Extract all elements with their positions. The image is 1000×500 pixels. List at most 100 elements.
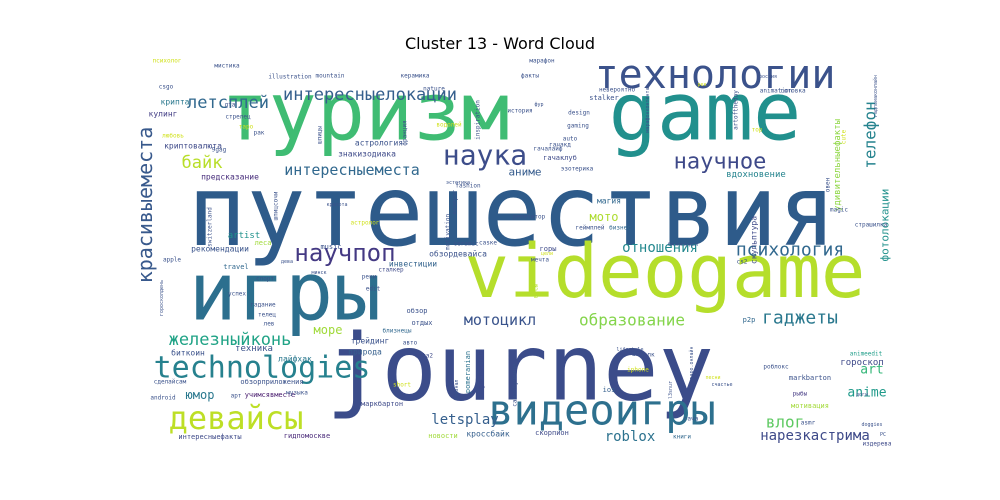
word-155: гадпоиаконлайн [873,75,879,117]
word-171: РС [880,432,886,438]
word-158: овен [825,177,832,192]
word-156: россия [759,74,777,80]
word-88: реки [362,274,377,281]
word-145: inspiration [475,100,482,140]
word-126: факты [521,73,539,80]
word-103: music [320,243,341,251]
word-50: скульптура [750,216,759,264]
word-157: тор [752,127,763,134]
word-114: арт [231,393,242,400]
chart-title: Cluster 13 - Word Cloud [404,34,596,53]
word-58: биткоин [171,348,205,358]
word-23: мотоцикл [464,311,536,329]
word-32: art [860,363,883,378]
word-40: гороскоп [840,358,883,368]
word-84: близнецы [383,328,412,335]
word-173: цели [541,251,553,257]
word-146: невероятно [599,87,636,94]
word-56: трейдинг [351,337,390,346]
word-136: gta [225,102,236,109]
word-11: девайсы [169,399,304,437]
word-108: гадание [250,302,276,309]
word-15: научное [674,150,767,175]
word-110: лев [264,321,275,328]
word-65: новости [428,432,458,440]
word-163: атызнал [454,379,460,400]
word-131: франция [402,120,409,145]
word-148: марафон [529,58,555,65]
word-138: шпицсочи [273,191,280,220]
word-115: музыка [286,390,308,397]
word-141: любовь [162,133,184,140]
word-59: обзорприложения [240,378,303,386]
word-93: бизнес [609,225,631,232]
word-170: фур [534,102,543,108]
word-123: gaming [567,123,589,130]
word-78: iphone [627,367,649,374]
word-127: керамика [401,73,430,80]
word-85: отдых [411,319,432,327]
word-80: пк [647,352,655,359]
word-121: история [507,108,532,115]
word-20: гаджеты [762,308,838,329]
word-36: море [314,323,343,337]
word-45: астрология [355,139,403,148]
word-38: удивительныефакты [833,119,843,211]
word-160: doggies [861,422,882,428]
word-113: android [150,395,176,402]
word-162: l3snur [668,381,674,399]
word-13: красивыеместа [133,127,157,284]
word-60: учимсявместе [245,391,296,399]
word-144: водолей [436,122,462,129]
word-71: asmr [801,420,816,427]
word-124: design [568,110,590,117]
word-22: влог [766,413,805,432]
word-72: animeedit [850,351,883,358]
word-95: гачакд [549,142,571,149]
word-167: счастье [711,382,732,388]
word-112: сделайсам [154,379,187,386]
word-99: репетитор [513,214,546,221]
word-116: short [393,382,411,389]
word-106: apple [163,257,181,264]
word-96: гачаклуб [543,154,577,162]
word-177: бизнесидеи [668,241,698,248]
word-82: dota2 [415,353,433,360]
word-18: железныйконь [169,330,292,350]
word-7: технологии [595,52,836,98]
word-42: рекомендации [191,245,249,254]
word-16: интересныелокации [283,85,457,105]
word-54: магия [597,197,621,206]
word-30: roblox [605,429,656,445]
word-133: мистика [214,63,240,70]
word-168: красота [326,202,347,208]
word-91: весы [533,283,540,298]
word-33: мото [590,210,619,224]
word-12: наука [443,139,527,172]
word-119: козерог [452,189,459,214]
word-140: таро [239,124,254,131]
word-135: csgo [159,84,174,91]
word-35: юмор [186,388,215,402]
word-98: эзотерика [561,166,594,173]
word-48: artist [228,231,261,241]
word-139: рак [254,130,265,137]
word-14: научпоп [294,239,395,267]
word-3: туризм [221,66,510,159]
word-90: горы [540,245,557,253]
word-2: journey [326,315,714,422]
word-105: travel [223,263,248,271]
word-128: mountain [316,73,345,80]
word-44: знакизодиака [338,150,396,159]
word-153: magic [830,207,848,214]
word-79: diy [632,350,645,358]
word-6: videogame [465,229,866,315]
word-28: отношения [622,240,698,256]
word-39: техника [235,344,273,354]
word-172: дева [281,259,293,265]
word-134: психолог [153,58,182,65]
word-86: обзор [406,307,427,315]
word-74: pomeranian [464,351,472,393]
word-97: гачалайф [534,146,563,153]
